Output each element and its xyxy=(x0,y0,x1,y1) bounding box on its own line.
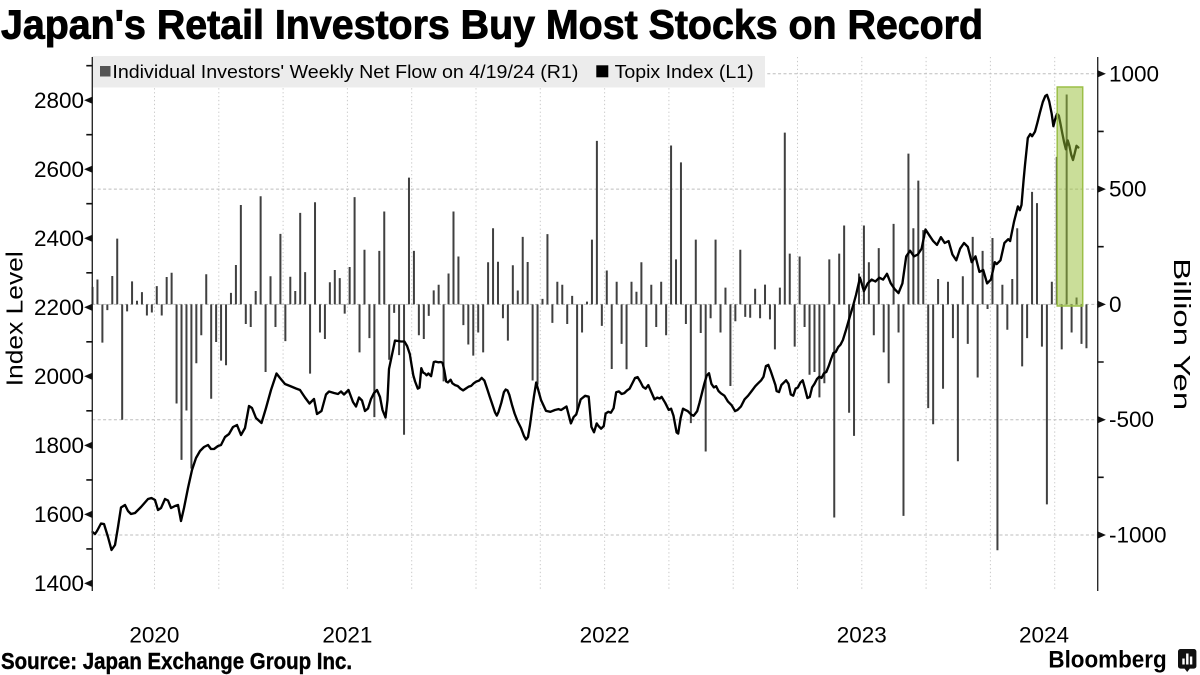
svg-text:2020: 2020 xyxy=(129,623,179,648)
svg-text:0: 0 xyxy=(1109,292,1122,317)
svg-text:2400: 2400 xyxy=(34,226,84,251)
svg-text:2800: 2800 xyxy=(34,88,84,113)
svg-text:2021: 2021 xyxy=(322,623,372,648)
svg-text:Topix Index (L1): Topix Index (L1) xyxy=(615,62,754,82)
svg-text:2000: 2000 xyxy=(34,364,84,389)
svg-text:Japan's Retail Investors Buy M: Japan's Retail Investors Buy Most Stocks… xyxy=(1,2,983,48)
svg-text:2024: 2024 xyxy=(1019,623,1069,648)
svg-text:2200: 2200 xyxy=(34,295,84,320)
svg-text:Bloomberg: Bloomberg xyxy=(1048,647,1166,674)
svg-text:2600: 2600 xyxy=(34,157,84,182)
svg-text:Individual Investors' Weekly N: Individual Investors' Weekly Net Flow on… xyxy=(112,62,578,82)
svg-text:500: 500 xyxy=(1109,177,1147,202)
svg-text:Billion Yen: Billion Yen xyxy=(1169,258,1195,410)
svg-text:1600: 1600 xyxy=(34,502,84,527)
svg-text:Index Level: Index Level xyxy=(1,251,27,386)
svg-text:-500: -500 xyxy=(1109,407,1154,432)
svg-text:2022: 2022 xyxy=(580,623,630,648)
svg-text:-1000: -1000 xyxy=(1109,523,1167,548)
svg-text:2023: 2023 xyxy=(837,623,887,648)
svg-text:Source: Japan Exchange Group I: Source: Japan Exchange Group Inc. xyxy=(1,648,352,674)
svg-text:1000: 1000 xyxy=(1109,61,1159,86)
svg-text:1400: 1400 xyxy=(34,571,84,596)
svg-text:1800: 1800 xyxy=(34,433,84,458)
